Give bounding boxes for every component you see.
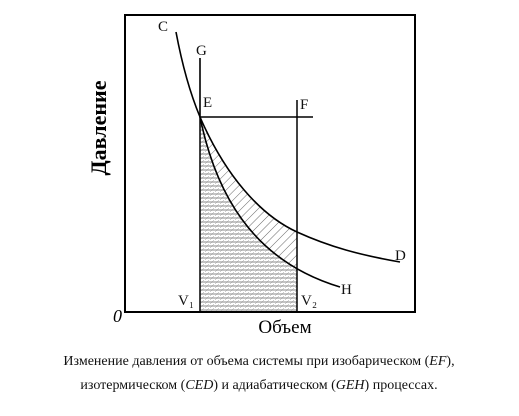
label-c: C	[158, 19, 168, 35]
caption-line-1: Изменение давления от объема системы при…	[63, 354, 454, 369]
caption-process: EF	[428, 354, 447, 369]
caption-text: ) и адиабатическом (	[213, 378, 336, 393]
label-v2: V₂	[301, 293, 317, 309]
caption-text: Изменение давления от объема системы при…	[63, 354, 429, 369]
label-e: E	[203, 95, 212, 111]
caption-process: GEH	[336, 378, 366, 393]
label-f: F	[300, 97, 308, 113]
x-axis-label: Объем	[258, 317, 311, 338]
label-d: D	[395, 248, 406, 264]
adiabat-area	[200, 117, 297, 312]
caption-text: ) процессах.	[365, 378, 438, 393]
isotherm-ced	[175, 31, 401, 263]
label-v1: V₁	[178, 293, 194, 309]
label-g: G	[196, 43, 207, 59]
origin-label: 0	[113, 306, 122, 326]
frame	[124, 14, 416, 313]
y-axis-label: Давление	[86, 80, 111, 175]
caption-process: CED	[185, 378, 213, 393]
caption-text: ),	[446, 354, 454, 369]
hatched-areas	[200, 117, 297, 312]
caption-text: изотермическом (	[80, 378, 185, 393]
adiabat-geh	[199, 58, 341, 288]
caption-line-2: изотермическом (CED) и адиабатическом (G…	[80, 378, 437, 393]
label-h: H	[341, 282, 352, 298]
